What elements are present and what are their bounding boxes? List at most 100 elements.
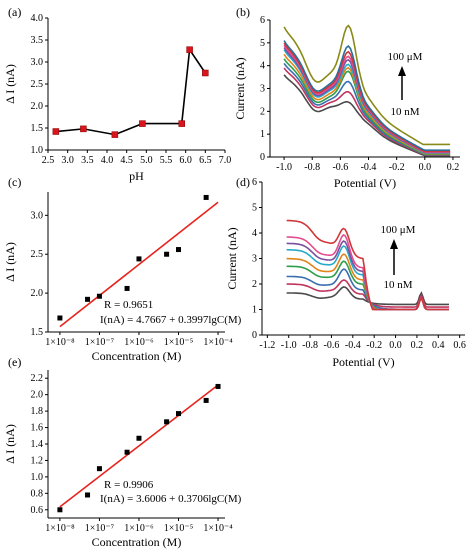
y-tick-label: 2.0: [31, 390, 44, 401]
annotation-top: 100 μM: [381, 224, 416, 236]
y-tick-label: 1.5: [31, 123, 44, 134]
data-point: [52, 128, 60, 135]
y-tick-label: 4: [252, 228, 257, 239]
y-tick-label: 4.0: [31, 13, 44, 24]
y-tick-label: 3: [252, 254, 257, 265]
y-axis-label: Current (nA): [233, 57, 247, 119]
x-tick-label: 1×10⁻⁷: [85, 337, 115, 348]
panel-label-b: (b): [236, 5, 250, 19]
curve-line: [283, 42, 451, 153]
x-tick-label: 1×10⁻⁶: [124, 337, 154, 348]
x-tick-label: -0.2: [389, 162, 405, 173]
x-tick-label: 0.0: [389, 340, 402, 351]
x-tick-label: 1×10⁻⁵: [164, 523, 193, 534]
x-tick-label: 3.0: [61, 155, 74, 166]
data-point: [96, 466, 102, 472]
x-tick-label: 6.5: [199, 155, 212, 166]
y-tick-label: 6: [260, 15, 265, 26]
y-tick-label: 0.6: [31, 505, 44, 516]
x-tick-label: -0.4: [361, 162, 377, 173]
y-tick-label: 3.5: [31, 35, 44, 46]
y-tick-label: 1.0: [31, 472, 44, 483]
x-tick-label: -0.8: [304, 162, 320, 173]
chart-panel-e: 1×10⁻⁸ 1×10⁻⁷ 1×10⁻⁶ 1×10⁻⁵ 1×10⁻⁴ 0.6 0.8 1.0 1…: [3, 370, 242, 549]
y-tick-label: 2.5: [31, 79, 44, 90]
y-tick-label: 1.5: [31, 327, 44, 338]
x-tick-label: -1.2: [259, 340, 275, 351]
x-axis-label: Potential (V): [334, 176, 396, 190]
curve-line: [283, 49, 451, 154]
y-tick-label: 3: [260, 84, 265, 95]
y-tick-label: 1.0: [31, 145, 44, 156]
y-tick-label: 3.0: [31, 57, 44, 68]
y-axis-label: Δ I (nA): [3, 242, 17, 282]
curve-line: [286, 219, 449, 311]
x-tick-label: -0.8: [302, 340, 318, 351]
x-tick-label: 0.4: [432, 340, 445, 351]
x-axis-label: Concentration (M): [92, 349, 182, 363]
chart-panel-d: -1.2 -1.0 -0.8 -0.6 -0.4 -0.2 0.0 0.2 0.4 0.6 0 1 2 3…: [225, 177, 466, 369]
data-point: [176, 411, 182, 417]
y-tick-label: 1.8: [31, 406, 44, 417]
x-tick-label: -0.6: [332, 162, 348, 173]
x-tick-label: -1.0: [281, 340, 297, 351]
panel-label-a: (a): [8, 5, 21, 19]
y-tick-label: 5: [252, 203, 257, 214]
x-tick-label: 4.0: [101, 155, 114, 166]
x-tick-label: 1×10⁻⁶: [124, 523, 154, 534]
data-point: [111, 131, 119, 138]
y-tick-label: 2.2: [31, 373, 44, 384]
y-axis-label: Δ I (nA): [3, 64, 17, 104]
y-tick-label: 1.6: [31, 423, 44, 434]
data-point: [124, 449, 130, 455]
data-point: [186, 46, 193, 53]
y-tick-label: 4: [260, 61, 265, 72]
panel-label-e: (e): [8, 355, 21, 369]
x-tick-label: 1×10⁻⁷: [85, 523, 115, 534]
y-tick-label: 2.5: [31, 249, 44, 260]
y-tick-label: 1: [260, 129, 265, 140]
x-tick-label: 1×10⁻⁴: [203, 337, 233, 348]
y-tick-label: 1: [252, 305, 257, 316]
annotation-bottom: 10 nM: [383, 279, 412, 291]
x-tick-label: 1×10⁻⁴: [203, 523, 233, 534]
fit-line: [59, 384, 219, 508]
data-point: [202, 69, 209, 77]
data-point: [57, 315, 63, 321]
x-tick-label: -0.4: [345, 340, 361, 351]
data-point: [96, 293, 102, 299]
data-point: [85, 492, 91, 498]
y-tick-label: 2: [260, 106, 265, 117]
equation-label: I(nA) = 4.7667 + 0.3997lgC(M): [100, 314, 242, 326]
panel-label-c: (c): [8, 175, 21, 189]
x-tick-label: 1×10⁻⁵: [164, 337, 193, 348]
y-tick-label: 6: [252, 177, 257, 188]
x-tick-label: 1×10⁻⁸: [45, 523, 75, 534]
y-tick-label: 1.4: [31, 439, 44, 450]
data-point: [176, 247, 182, 253]
annotation-bottom: 10 nM: [390, 106, 419, 118]
curve-line: [283, 40, 451, 151]
y-tick-label: 2.0: [31, 101, 44, 112]
x-tick-label: 2.5: [42, 155, 55, 166]
r-value-label: R = 0.9651: [104, 299, 153, 311]
arrow-head-icon: [390, 239, 398, 249]
x-tick-label: 4.5: [120, 155, 133, 166]
chart-panel-b: -1.0 -0.8 -0.6 -0.4 -0.2 0.0 0.2 0 1 2 3 4 5 6 Potenti…: [233, 15, 460, 190]
curve-line: [283, 24, 451, 146]
panel-label-d: (d): [236, 175, 250, 189]
data-point: [136, 435, 142, 441]
x-tick-label: 5.5: [160, 155, 173, 166]
x-tick-label: 7.0: [219, 155, 232, 166]
y-axis-label: Current (nA): [225, 227, 239, 289]
y-tick-label: 5: [260, 38, 265, 49]
y-tick-label: 0: [252, 330, 257, 341]
data-point: [136, 256, 142, 262]
y-tick-label: 1.2: [31, 455, 44, 466]
x-tick-label: 0.2: [447, 162, 460, 173]
x-tick-label: 1×10⁻⁸: [45, 337, 75, 348]
arrow-head-icon: [398, 66, 406, 76]
y-tick-label: 0.8: [31, 488, 44, 499]
equation-label: I(nA) = 3.6006 + 0.3706lgC(M): [100, 493, 242, 505]
y-tick-label: 2: [252, 279, 257, 290]
